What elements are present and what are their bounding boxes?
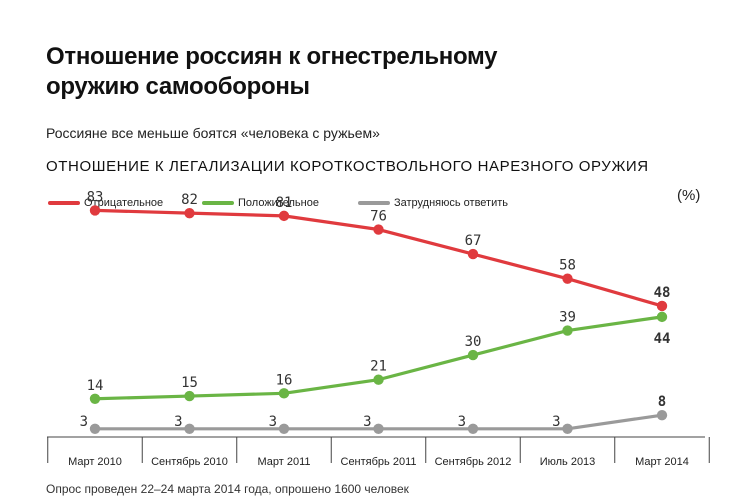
data-point — [467, 423, 479, 435]
data-point — [656, 300, 668, 312]
data-point — [562, 423, 573, 435]
legend-swatch-negative — [48, 201, 80, 206]
data-point — [184, 207, 195, 219]
page-title: Отношение россиян к огнестрельному оружию… — [46, 42, 666, 102]
x-tick-label: Март 2014 — [635, 456, 689, 468]
x-tick-label: Март 2011 — [257, 456, 310, 468]
data-point — [373, 423, 384, 435]
data-label: 67 — [465, 233, 482, 249]
data-label: 16 — [276, 372, 293, 388]
data-point — [184, 423, 195, 435]
data-label: 81 — [276, 195, 293, 211]
unit-label: (%) — [677, 187, 701, 204]
data-point — [89, 205, 101, 216]
data-point — [278, 423, 290, 435]
data-label: 44 — [654, 331, 671, 347]
legend-label-undecided: Затрудняюсь ответить — [394, 197, 509, 209]
data-point — [373, 374, 384, 385]
data-label: 3 — [80, 414, 88, 430]
legend-item-positive: Положительное — [202, 197, 319, 209]
x-tick-label: Сентябрь 2010 — [151, 456, 228, 468]
x-tick-label: Сентябрь 2012 — [435, 456, 512, 468]
data-label: 39 — [559, 310, 576, 326]
data-label: 76 — [370, 209, 387, 225]
data-point — [184, 390, 195, 402]
chart-title: ОТНОШЕНИЕ К ЛЕГАЛИЗАЦИИ КОРОТКОСТВОЛЬНОГ… — [46, 158, 649, 175]
data-label: 58 — [559, 258, 576, 274]
legend-swatch-undecided — [358, 201, 390, 206]
x-tick-label: Июль 2013 — [540, 456, 596, 468]
legend-label-positive: Положительное — [238, 197, 319, 209]
data-label: 48 — [654, 285, 671, 301]
legend-label-negative: Отрицательное — [84, 197, 164, 209]
legend-swatch-positive — [202, 201, 234, 206]
data-label: 3 — [458, 414, 466, 430]
data-label: 82 — [181, 192, 198, 208]
data-label: 14 — [87, 378, 104, 394]
data-label: 3 — [363, 414, 371, 430]
data-point — [89, 423, 101, 435]
footnote: Опрос проведен 22–24 марта 2014 года, оп… — [46, 482, 409, 496]
data-point — [467, 349, 479, 361]
title-line-2: оружию самообороны — [46, 73, 310, 100]
data-point — [373, 224, 384, 235]
data-label: 3 — [174, 414, 182, 430]
data-point — [562, 273, 573, 284]
data-point — [562, 325, 573, 336]
data-point — [656, 409, 668, 421]
data-point — [89, 393, 101, 404]
data-point — [656, 311, 668, 323]
legend-item-undecided: Затрудняюсь ответить — [358, 197, 508, 209]
data-point — [467, 248, 479, 260]
data-label: 8 — [658, 394, 666, 410]
data-label: 15 — [181, 375, 198, 391]
x-tick-label: Сентябрь 2011 — [341, 456, 417, 468]
data-label: 21 — [370, 359, 387, 375]
data-label: 83 — [87, 189, 104, 205]
title-line-1: Отношение россиян к огнестрельному — [46, 43, 498, 70]
x-tick-label: Март 2010 — [68, 456, 122, 468]
subtitle: Россияне все меньше боятся «человека с р… — [46, 125, 380, 141]
legend-item-negative: Отрицательное — [48, 197, 163, 209]
data-point — [278, 388, 290, 399]
data-point — [278, 210, 290, 222]
data-label: 3 — [552, 414, 560, 430]
data-label: 30 — [465, 334, 482, 350]
data-label: 3 — [269, 414, 277, 430]
